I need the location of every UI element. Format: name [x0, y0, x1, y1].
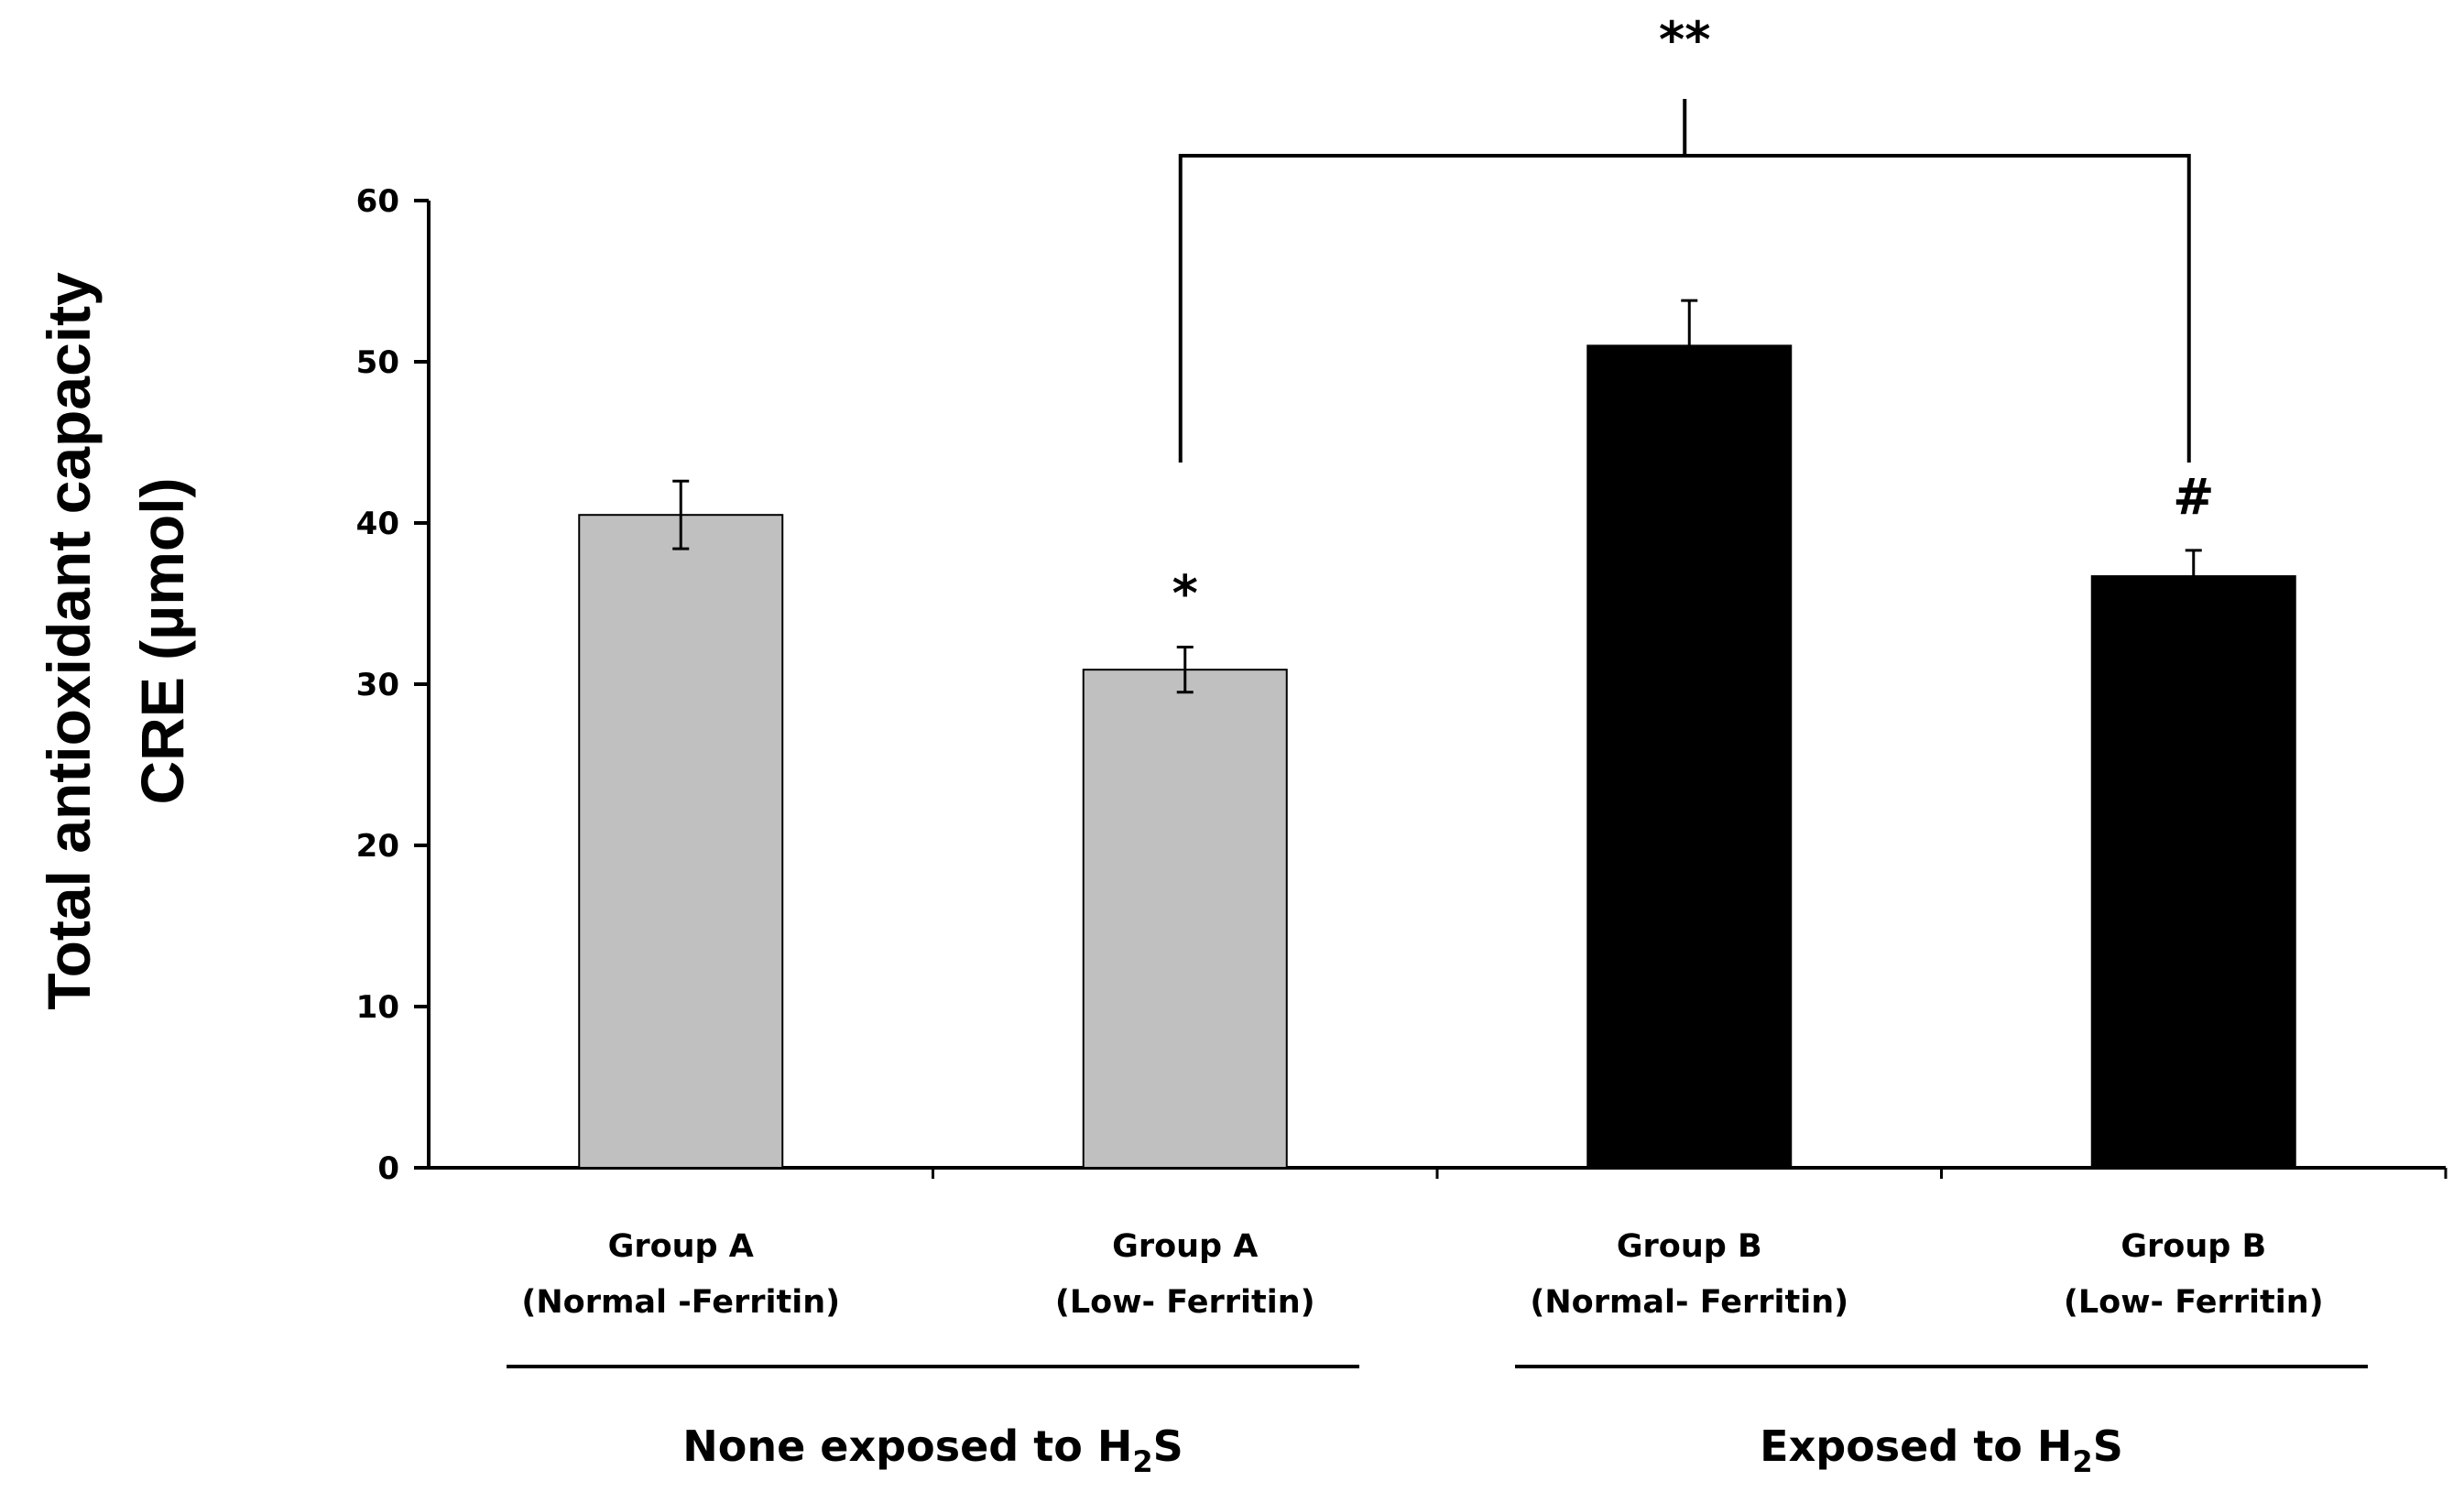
- group-label-main: None exposed to H: [682, 1421, 1132, 1471]
- y-tick-label: 30: [356, 667, 399, 703]
- bar: [2090, 575, 2296, 1169]
- significance-marker: #: [2173, 468, 2214, 526]
- group-label-tail: S: [2093, 1421, 2123, 1471]
- y-tick-label: 50: [356, 344, 399, 381]
- y-ticks: 0 10 20 30 40 50 60: [356, 183, 429, 1187]
- y-tick-label: 0: [377, 1150, 399, 1187]
- bar-annotations: *#: [1172, 468, 2215, 623]
- y-tick-label: 20: [356, 828, 399, 865]
- group-labels: None exposed to H2S Exposed to H2S: [507, 1365, 2368, 1479]
- category-label-line: Group A: [1112, 1228, 1258, 1265]
- category-label-line: (Low- Ferritin): [2064, 1284, 2324, 1321]
- category-label-line: Group B: [2121, 1228, 2266, 1265]
- bar: [1082, 669, 1288, 1169]
- category-labels: Group A (Normal -Ferritin) Group A (Low- Fe…: [521, 1228, 2323, 1321]
- bar: [578, 514, 784, 1169]
- category-label-line: (Normal -Ferritin): [521, 1284, 840, 1321]
- group-label-subscript: 2: [1132, 1444, 1152, 1479]
- group-label-tail: S: [1153, 1421, 1183, 1471]
- group-label: Exposed to H2S: [1760, 1421, 2123, 1479]
- group-label: None exposed to H2S: [682, 1421, 1183, 1479]
- y-axis-label-line-2: CRE (µmol): [128, 477, 196, 804]
- y-tick-label: 60: [356, 183, 399, 220]
- y-tick-label: 10: [356, 989, 399, 1026]
- bars: [578, 344, 2296, 1169]
- y-tick-label: 40: [356, 506, 399, 542]
- category-label-line: Group A: [608, 1228, 754, 1265]
- category-label-line: (Low- Ferritin): [1055, 1284, 1315, 1321]
- y-axis-label: Total antioxidant capacity CRE (µmol): [35, 272, 196, 1010]
- error-bars: [672, 299, 2202, 694]
- significance-marker: *: [1172, 565, 1198, 623]
- y-axis-label-line-1: Total antioxidant capacity: [35, 272, 103, 1010]
- bar: [1586, 344, 1793, 1169]
- category-label-line: Group B: [1617, 1228, 1762, 1265]
- group-label-main: Exposed to H: [1760, 1421, 2072, 1471]
- category-label-line: (Normal- Ferritin): [1530, 1284, 1848, 1321]
- comparison-significance-label: **: [1659, 11, 1710, 69]
- comparison-bracket: **: [1178, 11, 2191, 463]
- group-label-subscript: 2: [2072, 1444, 2092, 1479]
